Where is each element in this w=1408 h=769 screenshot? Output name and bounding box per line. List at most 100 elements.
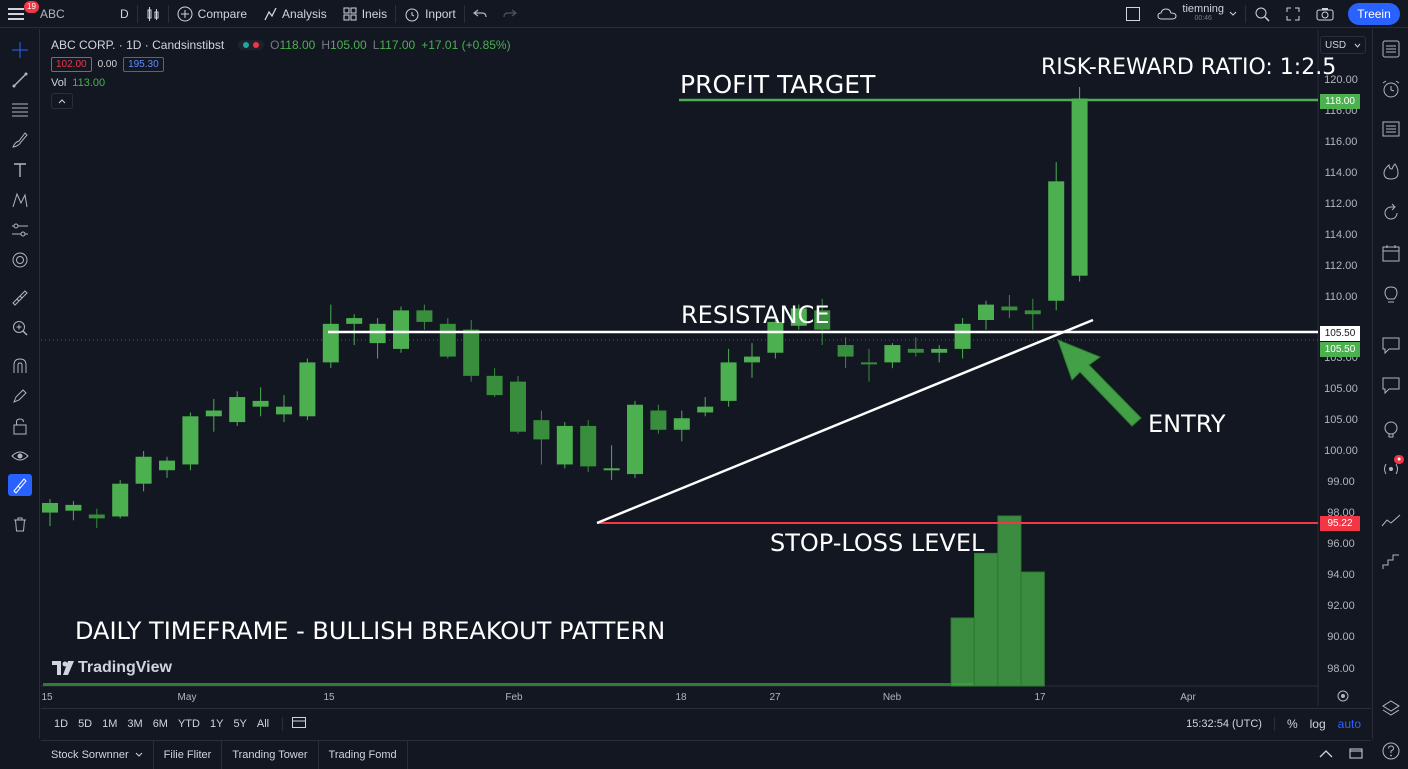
lines-button[interactable]: Ineis — [335, 0, 395, 28]
tab-file-filter[interactable]: Filie Fliter — [154, 740, 223, 769]
time-tick-label: Neb — [883, 692, 902, 703]
chart-type-button[interactable] — [138, 0, 168, 28]
trendline-tool[interactable] — [8, 69, 32, 91]
range-button-all[interactable]: All — [256, 717, 270, 730]
candle-body — [580, 425, 597, 467]
range-button-5d[interactable]: 5D — [78, 717, 93, 730]
ideas-button[interactable] — [1379, 283, 1403, 307]
hotlist-button[interactable] — [1379, 159, 1403, 183]
range-button-6m[interactable]: 6M — [152, 717, 168, 730]
time-tick-label: Feb — [505, 692, 523, 703]
messages-button[interactable] — [1379, 373, 1403, 397]
range-button-ytd[interactable]: YTD — [177, 717, 200, 730]
target-price-tag: 118.00 — [1320, 94, 1360, 109]
time-tick-label: 27 — [769, 692, 781, 703]
workspace-selector[interactable]: tiemning 00:46 — [1149, 0, 1245, 28]
price-tick-label: 96.00 — [1327, 538, 1355, 550]
alert-icon — [253, 42, 260, 48]
news-button[interactable] — [1379, 117, 1403, 141]
tab-trading-tower[interactable]: Tranding Tower — [222, 740, 319, 769]
right-sidebar: ● — [1372, 29, 1408, 760]
lock-drawing-tool[interactable] — [8, 385, 32, 407]
trade-button[interactable]: Treein — [1348, 2, 1400, 25]
delete-tool[interactable] — [8, 513, 32, 535]
watchlist-button[interactable] — [1379, 37, 1403, 61]
price-tick-label: 112.00 — [1325, 198, 1358, 210]
range-button-1y[interactable]: 1Y — [209, 717, 224, 730]
candle-body — [369, 323, 386, 344]
auto-toggle[interactable]: auto — [1337, 716, 1361, 731]
bid-price[interactable]: 102.00 — [51, 57, 92, 72]
tab-trading-fund[interactable]: Trading Fomd — [319, 740, 408, 769]
fib-tool[interactable] — [8, 99, 32, 121]
menu-button[interactable]: 19 — [0, 0, 39, 28]
import-button[interactable]: Inport — [396, 0, 464, 28]
candle-body — [182, 416, 199, 465]
ask-price[interactable]: 195.30 — [123, 57, 164, 72]
measure-tool[interactable] — [8, 287, 32, 309]
help-button[interactable] — [1379, 739, 1403, 763]
fullscreen-button[interactable] — [1278, 0, 1308, 28]
ruler-selected-tool[interactable] — [8, 474, 32, 496]
chat-button[interactable] — [1379, 333, 1403, 357]
dom-button[interactable] — [1379, 549, 1403, 573]
zoom-tool[interactable] — [8, 317, 32, 339]
import-label: Inport — [425, 6, 456, 21]
range-button-1d[interactable]: 1D — [54, 717, 69, 730]
candle-body — [603, 468, 620, 471]
price-tick-label: 105.00 — [1324, 383, 1358, 395]
range-button-5y[interactable]: 5Y — [233, 717, 247, 730]
range-button-1m[interactable]: 1M — [102, 717, 118, 730]
candle-body — [159, 460, 175, 471]
range-button-3m[interactable]: 3M — [127, 717, 143, 730]
pattern-tool[interactable] — [8, 189, 32, 211]
undo-button[interactable] — [465, 0, 495, 28]
axis-settings-button[interactable] — [1336, 689, 1352, 705]
quick-search-button[interactable] — [1246, 0, 1278, 28]
alarm-clock-icon — [405, 8, 419, 21]
help-bulb-button[interactable] — [1379, 417, 1403, 441]
shapes-tool[interactable] — [8, 249, 32, 271]
cloud-icon — [1157, 7, 1177, 19]
snapshot-button[interactable] — [1308, 0, 1342, 28]
lock-icon — [13, 418, 27, 435]
collapse-legend-button[interactable] — [51, 93, 73, 109]
layers-button[interactable] — [1379, 697, 1403, 721]
fullscreen-layout-button[interactable] — [1117, 0, 1149, 28]
log-toggle[interactable]: log — [1309, 716, 1326, 731]
text-tool[interactable] — [8, 159, 32, 181]
magnet-tool[interactable] — [8, 355, 32, 377]
alerts-button[interactable] — [1379, 77, 1403, 101]
forecast-tool[interactable] — [8, 219, 32, 241]
calendar-refresh-button[interactable] — [1379, 201, 1403, 225]
trading-panel-button[interactable] — [1379, 509, 1403, 533]
tab-label: Tranding Tower — [232, 748, 308, 761]
redo-button[interactable] — [495, 0, 525, 28]
crosshair-tool[interactable] — [8, 39, 32, 61]
symbol-search[interactable]: ABC — [40, 6, 65, 21]
volume-bar — [974, 552, 998, 687]
clock-display[interactable]: 15:32:54 (UTC) — [1186, 717, 1262, 730]
maximize-panel-button[interactable] — [1341, 747, 1371, 762]
compare-button[interactable]: Compare — [169, 0, 255, 28]
layers-icon — [1382, 700, 1400, 716]
date-range-button[interactable] — [291, 715, 307, 732]
interval-button[interactable]: D — [120, 6, 129, 21]
tab-stock-screener[interactable]: Stock Sorwnner — [41, 740, 154, 769]
collapse-panel-button[interactable] — [1311, 749, 1341, 761]
brush-tool[interactable] — [8, 129, 32, 151]
percent-toggle[interactable]: % — [1286, 716, 1298, 731]
candle-body — [65, 504, 82, 511]
price-tick-label: 120.00 — [1324, 74, 1358, 86]
analysis-button[interactable]: Analysis — [255, 0, 335, 28]
currency-selector[interactable]: USD — [1320, 36, 1366, 54]
streams-button[interactable]: ● — [1379, 455, 1405, 481]
brand-watermark[interactable]: TradingView — [52, 659, 172, 677]
hide-tool[interactable] — [8, 445, 32, 467]
low-value: 117.00 — [379, 38, 416, 52]
legend-title[interactable]: ABC CORP. · 1D · Candsinstibst — [51, 38, 225, 52]
lock-tool[interactable] — [8, 415, 32, 437]
gear-icon — [1337, 690, 1349, 702]
calendar-button[interactable] — [1379, 241, 1403, 265]
